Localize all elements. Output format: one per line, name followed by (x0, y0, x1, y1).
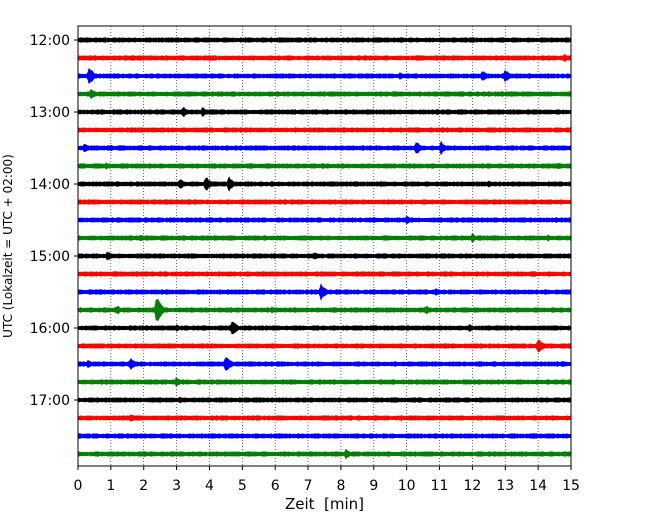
x-tick-label: 9 (369, 478, 378, 494)
trace-1200 (77, 37, 572, 43)
trace-1315 (77, 127, 572, 133)
trace-1400 (77, 175, 572, 193)
x-tick-label: 7 (304, 478, 313, 494)
trace-1615 (77, 339, 572, 353)
x-tick-label: 0 (74, 478, 83, 494)
grid-lines (110, 26, 539, 466)
trace-1330 (77, 140, 572, 156)
x-axis: 0 1 2 3 4 5 6 7 8 9 10 11 12 13 14 15 (74, 466, 580, 494)
trace-1445 (77, 233, 572, 243)
trace-1745 (77, 448, 572, 460)
trace-1515 (77, 271, 572, 277)
y-tick-label: 16:00 (30, 321, 70, 337)
x-tick-label: 6 (271, 478, 280, 494)
x-tick-label: 14 (529, 478, 547, 494)
x-tick-label: 13 (496, 478, 514, 494)
trace-1500 (77, 251, 572, 261)
y-tick-label: 17:00 (30, 393, 70, 409)
trace-1415 (77, 199, 572, 205)
trace-1645 (77, 377, 572, 387)
x-tick-label: 12 (463, 478, 481, 494)
trace-1245 (77, 88, 572, 100)
x-tick-label: 5 (238, 478, 247, 494)
trace-1230 (77, 67, 572, 85)
y-tick-label: 15:00 (30, 249, 70, 265)
x-tick-label: 3 (172, 478, 181, 494)
trace-group (77, 37, 572, 460)
x-tick-label: 8 (336, 478, 345, 494)
trace-1430 (77, 216, 572, 224)
trace-1600 (77, 321, 572, 335)
trace-1545 (77, 298, 572, 322)
y-axis-label: UTC (Lokalzeit = UTC + 02:00) (1, 154, 15, 338)
plot-frame (77, 25, 572, 467)
x-tick-label: 15 (562, 478, 580, 494)
x-tick-label: 11 (431, 478, 449, 494)
y-tick-label: 13:00 (30, 105, 70, 121)
trace-1300 (77, 106, 572, 118)
x-tick-label: 2 (139, 478, 148, 494)
trace-1530 (77, 283, 572, 301)
x-tick-label: 4 (205, 478, 214, 494)
y-tick-label: 12:00 (30, 33, 70, 49)
x-tick-label: 10 (398, 478, 416, 494)
trace-1715 (77, 414, 572, 422)
y-axis: 12:00 13:00 14:00 15:00 16:00 17:00 (30, 33, 78, 409)
trace-1215 (77, 54, 572, 62)
trace-1345 (77, 162, 572, 170)
x-axis-label: Zeit [min] (285, 495, 364, 513)
x-tick-label: 1 (106, 478, 115, 494)
y-tick-label: 14:00 (30, 177, 70, 193)
trace-1630 (77, 357, 572, 371)
trace-1700 (77, 396, 572, 404)
trace-1730 (77, 433, 572, 439)
